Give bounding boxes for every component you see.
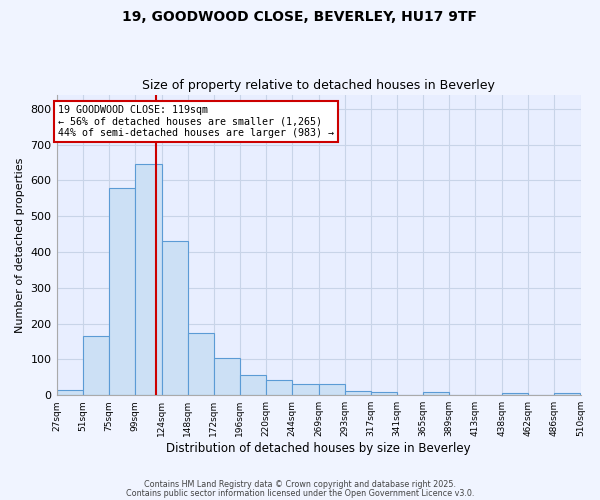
Y-axis label: Number of detached properties: Number of detached properties <box>15 157 25 332</box>
Bar <box>214 358 240 395</box>
Bar <box>345 391 371 395</box>
Bar <box>162 242 188 395</box>
Bar <box>371 392 397 395</box>
Bar <box>319 384 345 395</box>
Bar <box>109 188 134 395</box>
Bar <box>83 336 109 395</box>
Text: Contains HM Land Registry data © Crown copyright and database right 2025.: Contains HM Land Registry data © Crown c… <box>144 480 456 489</box>
Bar <box>188 332 214 395</box>
Text: 19, GOODWOOD CLOSE, BEVERLEY, HU17 9TF: 19, GOODWOOD CLOSE, BEVERLEY, HU17 9TF <box>122 10 478 24</box>
Bar <box>502 394 529 395</box>
X-axis label: Distribution of detached houses by size in Beverley: Distribution of detached houses by size … <box>166 442 471 455</box>
Bar <box>423 392 449 395</box>
Bar <box>554 394 580 395</box>
Bar <box>134 164 162 395</box>
Text: 19 GOODWOOD CLOSE: 119sqm
← 56% of detached houses are smaller (1,265)
44% of se: 19 GOODWOOD CLOSE: 119sqm ← 56% of detac… <box>58 106 334 138</box>
Bar <box>240 375 266 395</box>
Bar <box>292 384 319 395</box>
Bar <box>56 390 83 395</box>
Text: Contains public sector information licensed under the Open Government Licence v3: Contains public sector information licen… <box>126 488 474 498</box>
Title: Size of property relative to detached houses in Beverley: Size of property relative to detached ho… <box>142 79 495 92</box>
Bar <box>266 380 292 395</box>
